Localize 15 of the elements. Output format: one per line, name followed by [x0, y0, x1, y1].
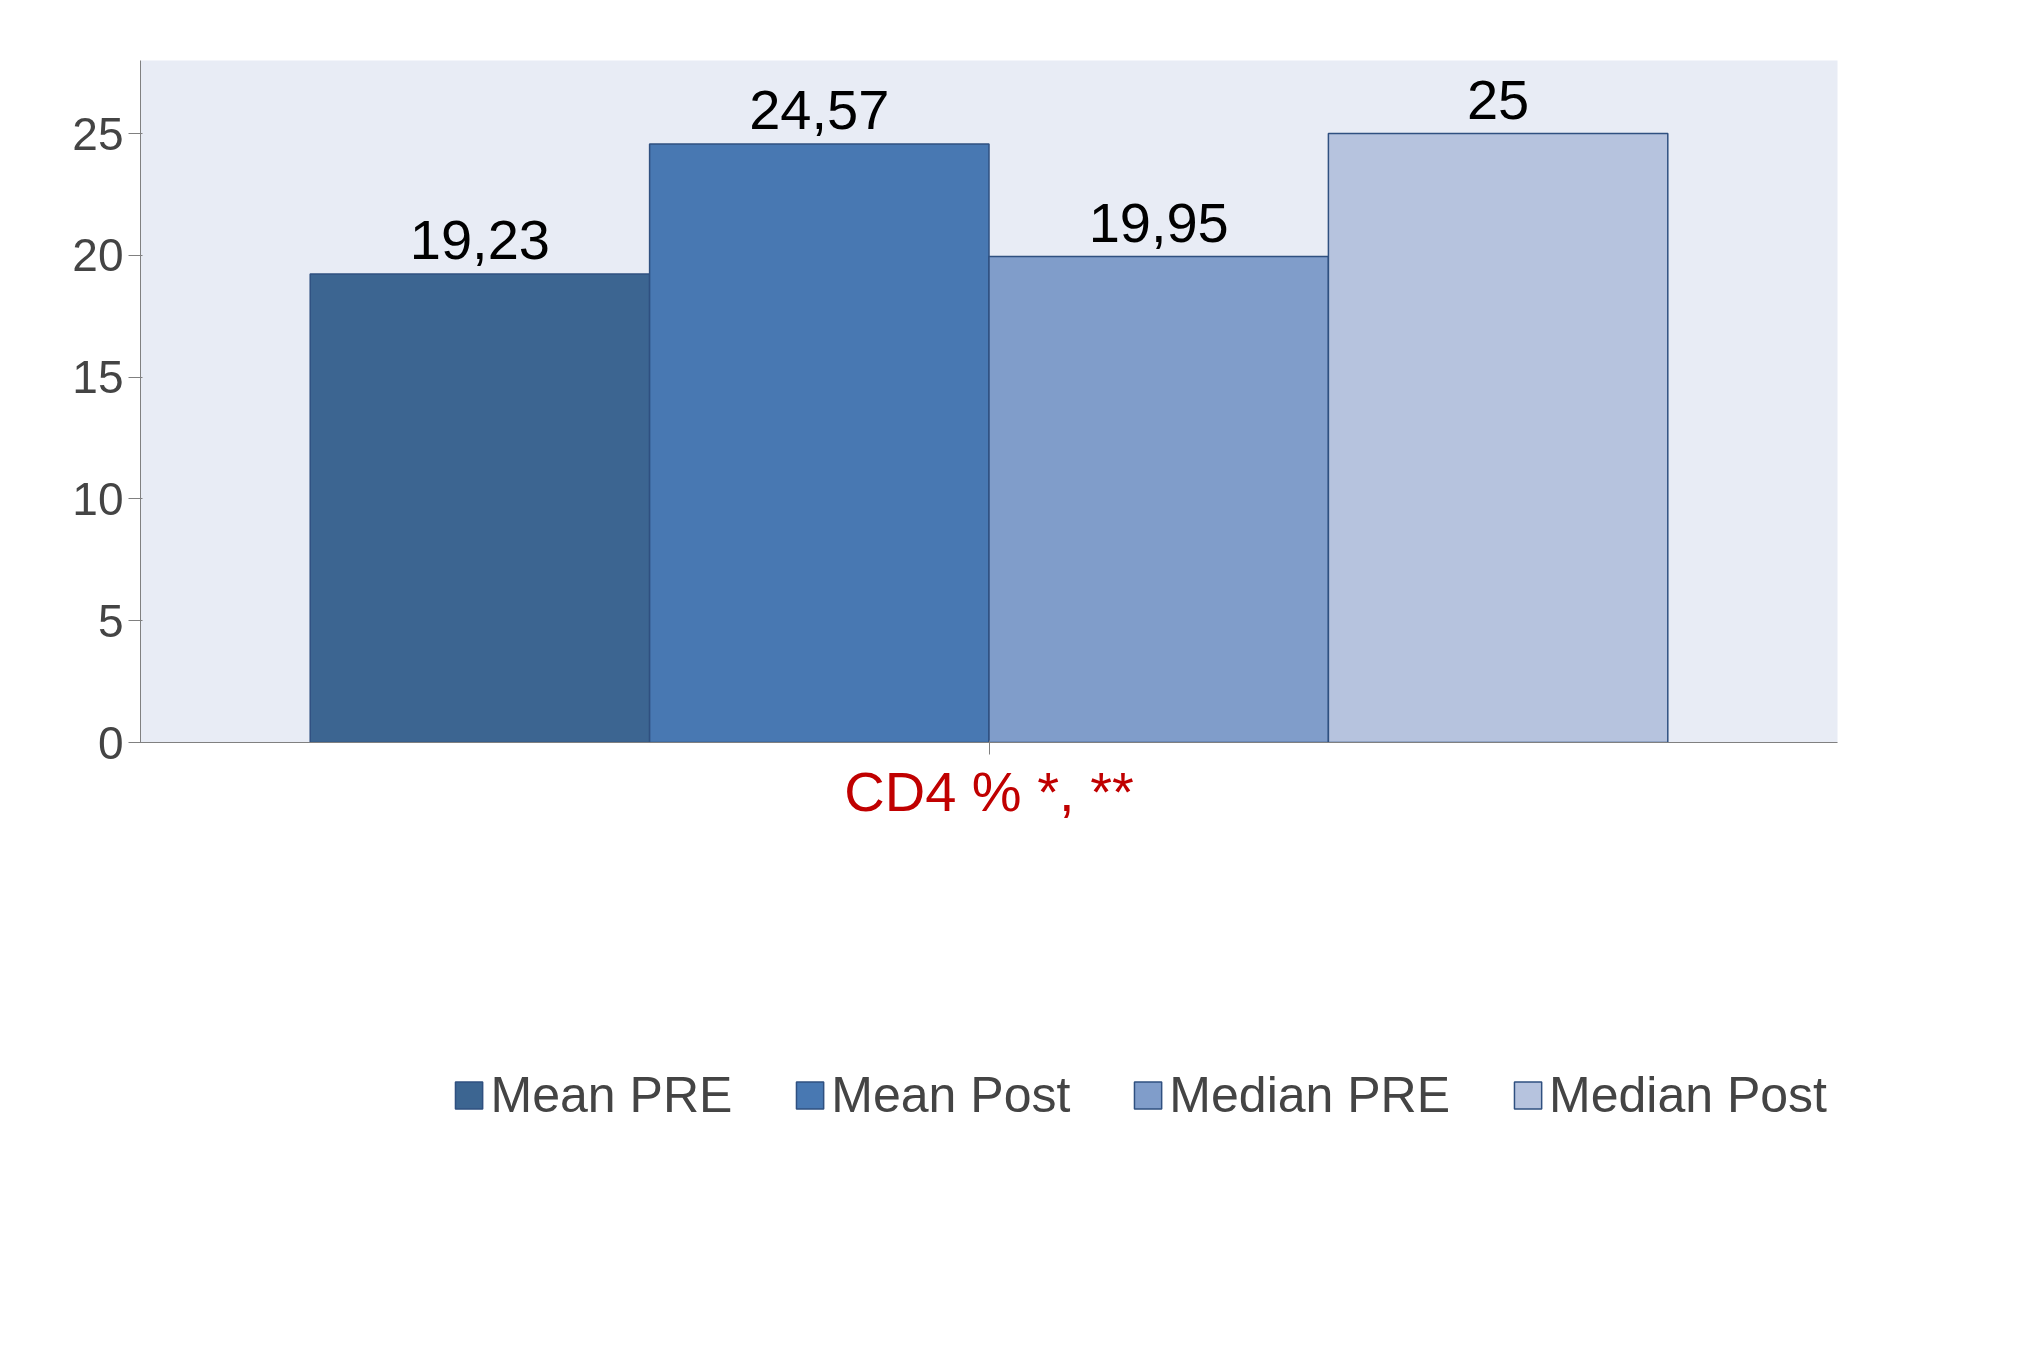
data-label: 25 [1466, 67, 1530, 131]
y-tick-label: 0 [97, 716, 124, 769]
y-tick-label: 10 [72, 472, 124, 525]
y-tick-label: 25 [72, 107, 124, 160]
legend-label: Mean PRE [490, 1066, 733, 1124]
legend-label: Mean Post [831, 1066, 1071, 1124]
data-label: 24,57 [749, 78, 890, 142]
y-tick-label: 5 [97, 594, 124, 647]
y-tick-label: 20 [72, 229, 124, 282]
y-tick-label: 15 [72, 351, 124, 404]
legend-label: Median PRE [1169, 1066, 1451, 1124]
data-label: 19,23 [409, 208, 550, 272]
data-label: 19,95 [1088, 190, 1229, 254]
x-axis-title: CD4 % *, ** [844, 759, 1134, 823]
legend-label: Median Post [1549, 1066, 1827, 1124]
